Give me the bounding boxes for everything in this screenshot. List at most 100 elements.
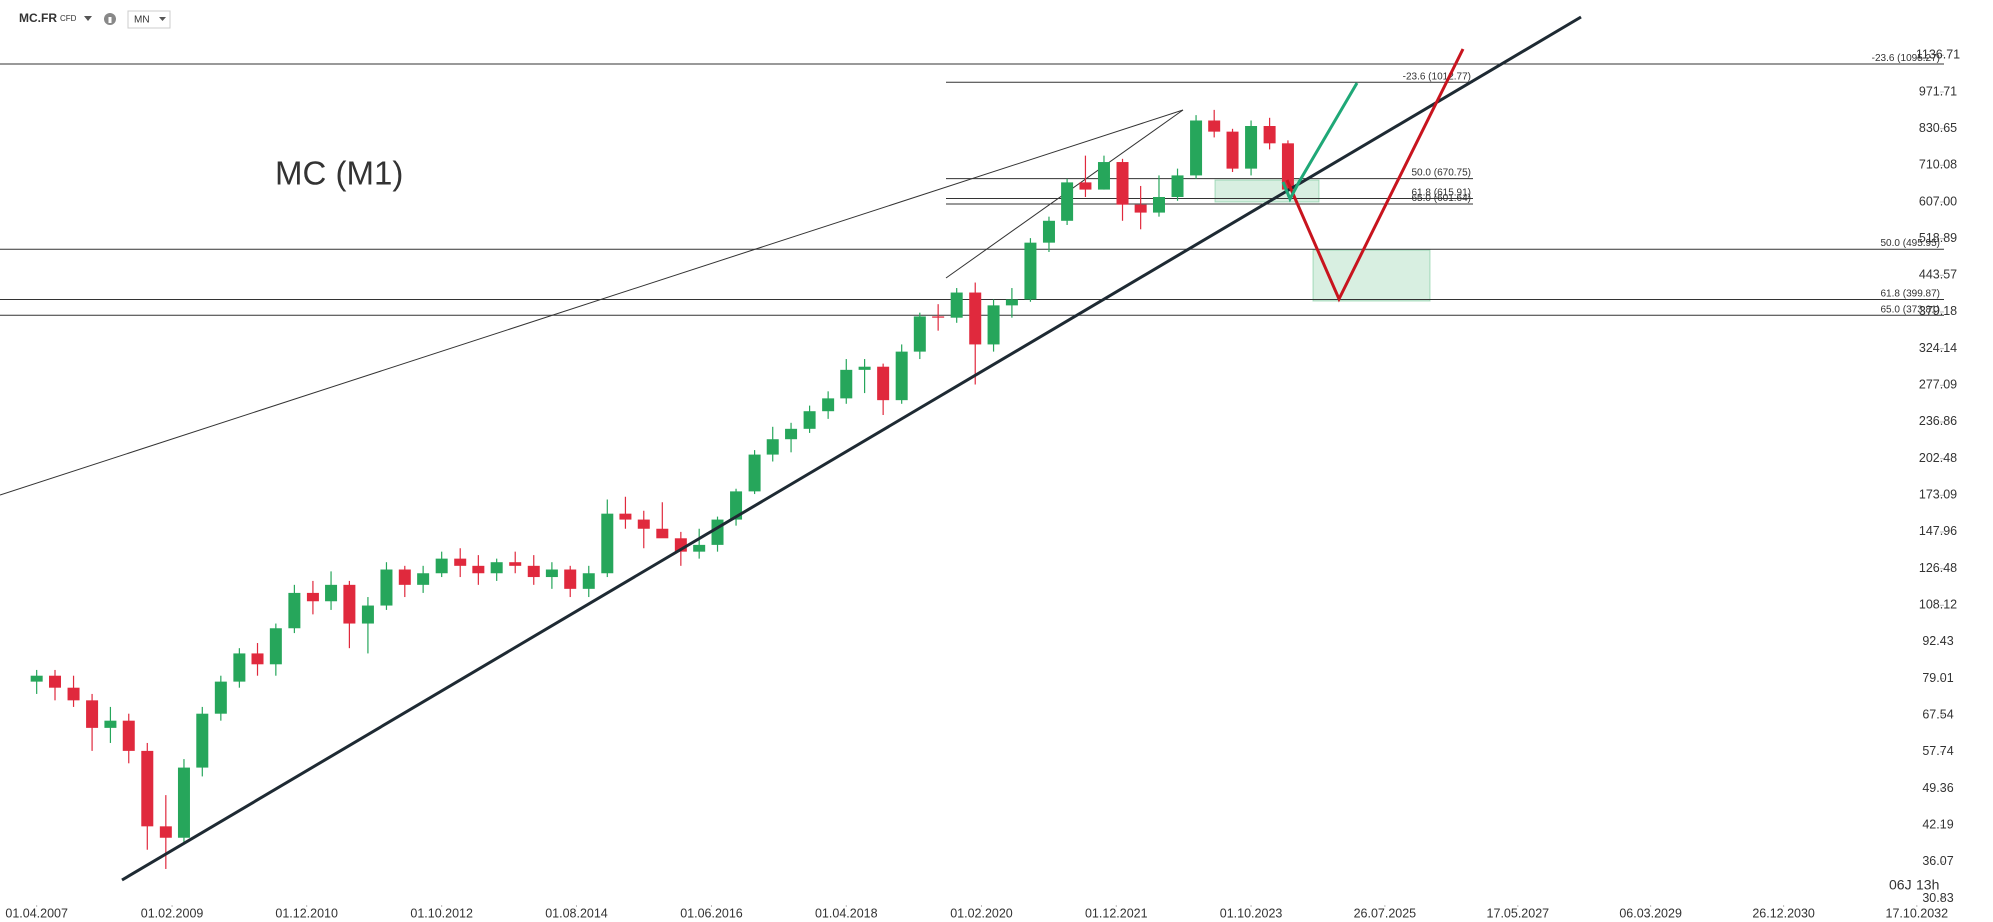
candle-body — [325, 584, 338, 602]
x-tick-label: 01.10.2012 — [410, 906, 473, 920]
y-tick-label: 324.14 — [1919, 341, 1957, 355]
candle-body — [1171, 175, 1184, 197]
info-icon-mark — [108, 17, 112, 23]
y-tick-label: 518.89 — [1919, 231, 1957, 245]
candle-body — [251, 653, 264, 665]
candle-body — [619, 513, 632, 520]
scenario-path — [1285, 48, 1465, 303]
candle-body — [306, 592, 319, 602]
candle-body — [435, 558, 448, 574]
candle-body — [895, 351, 908, 401]
x-tick-label: 17.05.2027 — [1487, 906, 1550, 920]
y-tick-label: 79.01 — [1922, 671, 1953, 685]
y-tick-label: 173.09 — [1919, 488, 1957, 502]
interval-select[interactable] — [127, 10, 171, 29]
x-tick-label: 01.04.2018 — [815, 906, 878, 920]
candle-body — [564, 569, 577, 589]
candle-body — [766, 439, 779, 455]
candle-body — [1190, 120, 1203, 176]
y-tick-label: 443.57 — [1919, 268, 1957, 282]
candle-body — [1116, 162, 1129, 205]
fib-label: 61.8 (615.91) — [1412, 188, 1472, 199]
candle-body — [417, 573, 430, 585]
candle-body — [49, 675, 62, 688]
x-tick-label: 01.06.2016 — [680, 906, 743, 920]
y-tick-label: 379.18 — [1919, 304, 1957, 318]
candle-body — [104, 720, 117, 728]
candle-body — [840, 369, 853, 399]
candle-body — [601, 513, 614, 574]
candle-body — [67, 687, 80, 701]
candle-body — [1097, 162, 1110, 190]
candle-body — [711, 519, 724, 545]
candle-body — [343, 584, 356, 624]
candle-body — [932, 316, 945, 318]
candle-body — [233, 653, 246, 682]
candle-body — [785, 428, 798, 440]
candle-body — [858, 366, 871, 370]
candle-body — [1281, 143, 1294, 190]
candle-body — [196, 713, 209, 768]
dropdown-caret[interactable] — [159, 17, 166, 21]
y-tick-label: 42.19 — [1922, 818, 1953, 832]
x-tick-label: 01.12.2021 — [1085, 906, 1148, 920]
candle-body — [122, 720, 135, 751]
x-tick-label: 01.04.2007 — [5, 906, 68, 920]
trend-line — [121, 15, 1582, 882]
x-tick-label: 01.02.2009 — [141, 906, 204, 920]
candle-body — [177, 767, 190, 838]
candle-body — [693, 544, 706, 552]
candle-body — [822, 398, 835, 412]
candle-body — [637, 519, 650, 529]
y-tick-label: 971.71 — [1919, 84, 1957, 98]
fib-label: 65.0 (373.81) — [1881, 304, 1941, 315]
y-tick-label: 830.65 — [1919, 121, 1957, 135]
candle-body — [1024, 242, 1037, 300]
y-tick-label: 607.00 — [1919, 194, 1957, 208]
y-tick-label: 92.43 — [1922, 634, 1953, 648]
countdown-hours: 13h — [1916, 877, 1939, 893]
y-tick-label: 710.08 — [1919, 158, 1957, 172]
candle-body — [1226, 131, 1239, 169]
candle-body — [288, 592, 301, 629]
candle-body — [86, 700, 99, 728]
candle-body — [214, 681, 227, 714]
candle-body — [30, 675, 43, 682]
y-tick-label: 236.86 — [1919, 414, 1957, 428]
y-tick-label: 1136.71 — [1916, 48, 1960, 62]
trend-line — [0, 109, 1184, 496]
y-tick-label: 57.74 — [1922, 744, 1953, 758]
countdown-days: 06J — [1889, 877, 1912, 893]
y-tick-label: 147.96 — [1919, 524, 1957, 538]
interval-label: MN — [134, 15, 150, 26]
candle-body — [582, 573, 595, 589]
y-tick-label: 30.83 — [1922, 891, 1953, 905]
instrument-tag: CFD — [60, 14, 77, 23]
candle-body — [987, 305, 1000, 345]
candle-body — [380, 569, 393, 606]
candle-body — [656, 528, 669, 539]
y-tick-label: 36.07 — [1922, 854, 1953, 868]
dropdown-caret[interactable] — [84, 16, 92, 21]
candle-body — [1245, 126, 1258, 169]
x-tick-label: 01.02.2020 — [950, 906, 1013, 920]
candle-body — [1208, 120, 1221, 132]
candle-body — [1263, 126, 1276, 144]
candle-body — [472, 565, 485, 574]
candle-body — [509, 562, 522, 566]
y-tick-label: 202.48 — [1919, 451, 1957, 465]
candle-body — [269, 628, 282, 665]
fib-label: 61.8 (399.87) — [1881, 289, 1941, 300]
x-tick-label: 17.10.2032 — [1886, 906, 1949, 920]
fib-label: 65.0 (601.64) — [1412, 193, 1472, 204]
candle-body — [141, 750, 154, 827]
fib-label: -23.6 (1012.77) — [1403, 71, 1471, 82]
candle-body — [527, 565, 540, 578]
candle-body — [803, 411, 816, 429]
candle-body — [361, 605, 374, 624]
symbol[interactable]: MC.FR — [19, 11, 57, 25]
chart-title: MC (M1) — [275, 155, 403, 192]
candle-body — [969, 292, 982, 345]
